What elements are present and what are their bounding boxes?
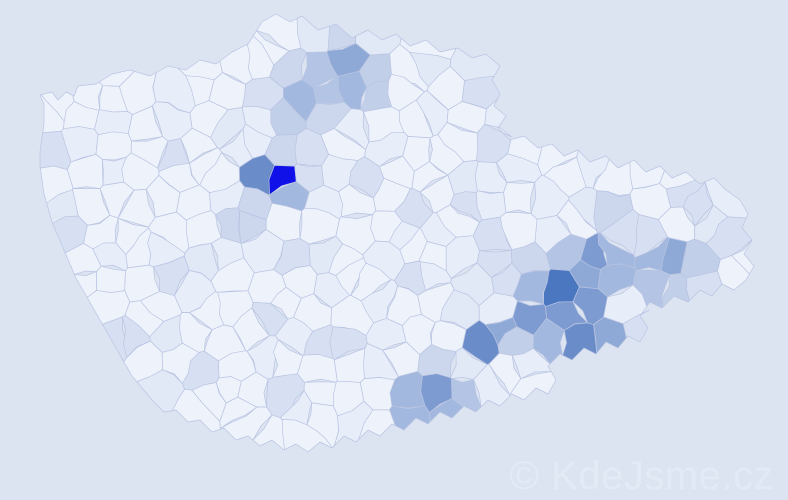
district-region[interactable] (64, 242, 102, 275)
district-region[interactable] (358, 409, 396, 440)
district-region[interactable] (335, 257, 367, 296)
district-region[interactable] (117, 189, 156, 228)
district-region[interactable] (127, 105, 164, 142)
district-region[interactable] (533, 318, 565, 365)
district-region[interactable] (389, 405, 431, 431)
district-region[interactable] (364, 131, 409, 167)
district-region[interactable] (562, 322, 598, 361)
district-region[interactable] (597, 263, 637, 298)
district-region[interactable] (219, 396, 258, 429)
district-region[interactable] (473, 363, 511, 408)
district-region[interactable] (429, 398, 464, 423)
district-region[interactable] (686, 270, 723, 301)
district-region[interactable] (299, 207, 340, 245)
district-region[interactable] (682, 181, 714, 227)
district-region[interactable] (484, 98, 512, 138)
district-region[interactable] (632, 269, 671, 309)
district-region[interactable] (411, 161, 449, 193)
district-region[interactable] (511, 348, 552, 380)
district-region[interactable] (281, 419, 333, 453)
district-region[interactable] (139, 291, 183, 322)
district-region[interactable] (445, 235, 480, 279)
district-region[interactable] (215, 207, 241, 244)
district-region[interactable] (488, 352, 522, 396)
district-region[interactable] (496, 153, 543, 183)
watermark: © KdeJsme.cz (510, 456, 774, 496)
district-region[interactable] (210, 257, 255, 293)
district-region[interactable] (99, 181, 135, 219)
district-region[interactable] (576, 150, 610, 189)
district-region[interactable] (333, 108, 370, 150)
district-region[interactable] (622, 309, 650, 343)
district-region[interactable] (401, 314, 436, 356)
district-region[interactable] (717, 255, 750, 291)
district-layer (39, 13, 755, 453)
district-region[interactable] (172, 388, 221, 433)
district-region[interactable] (296, 15, 331, 53)
district-region[interactable] (503, 182, 536, 214)
district-region[interactable] (338, 183, 377, 218)
district-region[interactable] (153, 255, 190, 296)
district-region[interactable] (509, 371, 557, 401)
district-region[interactable] (95, 131, 132, 161)
district-region[interactable] (419, 261, 452, 291)
district-region[interactable] (180, 127, 218, 164)
district-region[interactable] (61, 126, 99, 163)
district-region[interactable] (593, 316, 627, 354)
district-region[interactable] (297, 354, 338, 383)
district-region[interactable] (350, 262, 392, 302)
district-region[interactable] (476, 249, 513, 278)
watermark-text: KdeJsme.cz (551, 454, 774, 498)
district-region[interactable] (420, 373, 453, 413)
district-region[interactable] (476, 190, 507, 221)
district-region[interactable] (96, 265, 126, 295)
district-region[interactable] (179, 312, 213, 353)
district-region[interactable] (294, 127, 329, 167)
district-region[interactable] (633, 214, 668, 258)
district-region[interactable] (450, 347, 488, 380)
copyright-icon: © (509, 454, 540, 498)
